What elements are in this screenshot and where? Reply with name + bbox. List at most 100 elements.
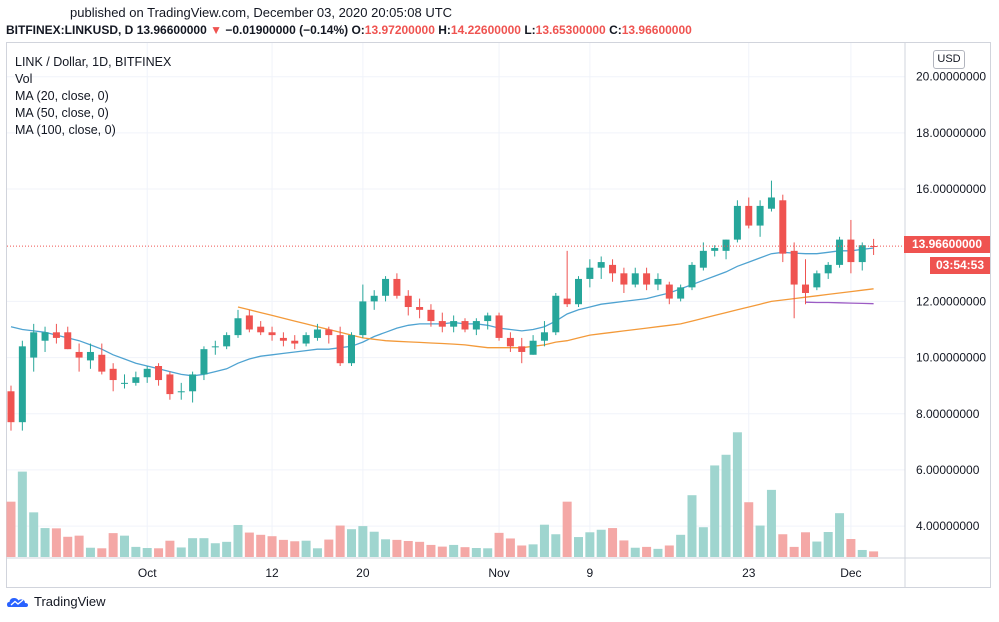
candle-body (836, 239, 844, 265)
y-tick-label: 10.00000000 (916, 351, 986, 365)
candle-body (245, 315, 253, 330)
candle-body (223, 335, 231, 347)
x-tick-label: 9 (587, 566, 594, 580)
volume-bar (653, 548, 663, 557)
candle-body (563, 298, 571, 305)
candle-body (518, 346, 526, 352)
volume-bar (40, 528, 50, 557)
candle-body (416, 307, 424, 310)
candle-body (41, 332, 49, 341)
candle-body (155, 366, 163, 381)
candle-body (359, 301, 367, 336)
candle-body (813, 273, 821, 288)
y-tick-label: 12.00000000 (916, 294, 986, 308)
open-label: O: (351, 23, 365, 37)
candle-body (654, 278, 662, 285)
candle-body (540, 332, 548, 341)
candle-body (98, 354, 106, 372)
volume-bar (812, 541, 822, 557)
volume-bar (483, 548, 493, 557)
candle-body (279, 337, 287, 341)
volume-bar (267, 536, 277, 557)
legend-ma20: MA (20, close, 0) (15, 89, 109, 103)
volume-bar (642, 546, 652, 557)
volume-bar (426, 544, 436, 557)
y-tick-label: 4.00000000 (916, 519, 980, 533)
volume-bar (562, 501, 572, 557)
candle-body (109, 368, 117, 381)
volume-bar (392, 539, 402, 557)
volume-bar (199, 538, 209, 557)
candle-body (18, 346, 26, 423)
legend-ma50: MA (50, close, 0) (15, 106, 109, 120)
volume-bar (630, 547, 640, 557)
volume-bar (369, 531, 379, 557)
ma100-line (805, 301, 874, 305)
candle-body (336, 335, 344, 364)
volume-bar (710, 465, 720, 557)
volume-bar (801, 532, 810, 557)
candle-body (733, 205, 741, 240)
volume-bar (789, 546, 799, 557)
volume-bar (517, 545, 527, 557)
currency-button[interactable]: USD (933, 50, 965, 69)
volume-bar (85, 547, 95, 557)
volume-bar (233, 524, 243, 557)
candle-body (302, 335, 310, 344)
y-tick-label: 16.00000000 (916, 182, 986, 196)
volume-bar (755, 525, 765, 557)
volume-bar (188, 538, 198, 557)
volume-bar (347, 529, 356, 557)
volume-bar (131, 546, 141, 557)
legend-volume: Vol (15, 72, 33, 86)
volume-bar (63, 536, 73, 557)
volume-bar (176, 547, 186, 557)
candle-body (745, 205, 753, 226)
volume-bar (778, 534, 788, 557)
candle-body (722, 239, 730, 251)
candle-body (790, 250, 798, 285)
open-value: 13.97200000 (364, 23, 435, 37)
tradingview-logo[interactable]: TradingView (6, 594, 106, 609)
volume-bar (766, 489, 776, 557)
candle-body (824, 264, 832, 274)
candle-body (506, 337, 514, 347)
candle-body (438, 321, 446, 327)
volume-bar (596, 529, 606, 557)
volume-bar (823, 532, 833, 557)
x-tick-label: Nov (488, 566, 509, 580)
volume-bar (721, 454, 731, 557)
volume-bar (29, 512, 39, 557)
candle-body (268, 332, 276, 336)
volume-bar (51, 528, 61, 557)
volume-bar (244, 532, 254, 557)
close-label: C: (609, 23, 622, 37)
candle-body (688, 264, 696, 288)
candle-body (234, 318, 242, 336)
candle-body (484, 315, 492, 322)
candle-body (552, 295, 560, 333)
volume-bar (585, 532, 595, 557)
candle-body (847, 239, 855, 263)
volume-bar (278, 539, 288, 557)
y-tick-label: 6.00000000 (916, 463, 980, 477)
x-tick-label: Oct (138, 566, 157, 580)
candle-body (166, 374, 174, 395)
high-value: 14.22600000 (450, 23, 521, 37)
candle-body (767, 197, 775, 209)
y-tick-label: 18.00000000 (916, 126, 986, 140)
ma50-line (237, 288, 874, 349)
volume-bar (312, 548, 322, 557)
candle-body (609, 264, 617, 274)
volume-bar (17, 471, 27, 557)
x-tick-label: 12 (265, 566, 279, 580)
candle-body (643, 273, 651, 285)
volume-bar (687, 495, 697, 557)
volume-bar (846, 539, 856, 557)
volume-bar (528, 544, 538, 557)
volume-bar (108, 533, 118, 557)
last-price: 13.96600000 (136, 23, 207, 37)
candle-body (75, 351, 83, 358)
volume-bar (6, 501, 16, 557)
